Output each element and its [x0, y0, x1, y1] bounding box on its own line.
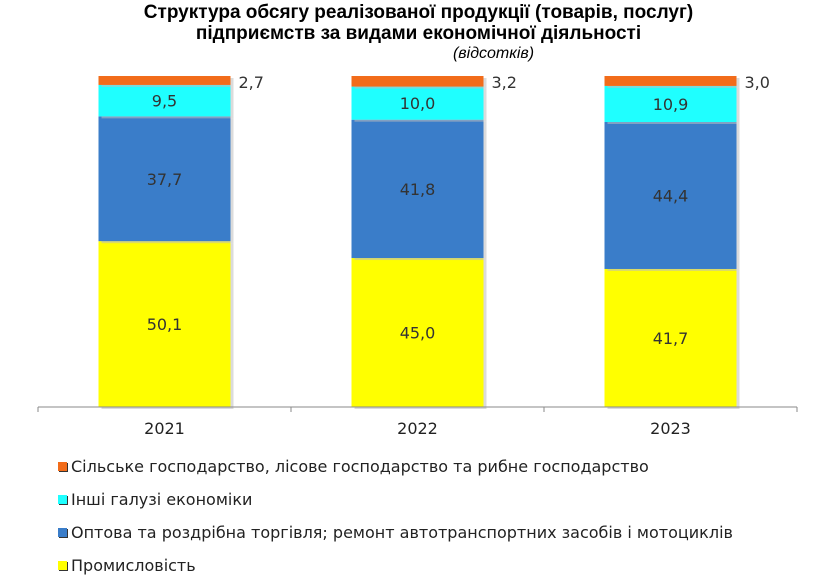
bar-segment-2023-1	[604, 122, 737, 269]
data-label-2021-0: 50,1	[147, 315, 183, 334]
x-tick-label-2023: 2023	[650, 419, 691, 438]
bar-segment-2021-3	[98, 76, 231, 85]
data-label-2021-3: 2,7	[239, 73, 264, 92]
bar-segment-2022-2	[351, 86, 484, 120]
data-label-2023-3: 3,0	[745, 73, 770, 92]
legend-item: Промисловість	[58, 549, 733, 582]
chart-title-line-1: Структура обсягу реалізованої продукції …	[143, 2, 694, 23]
legend-label: Оптова та роздрібна торгівля; ремонт авт…	[71, 523, 733, 542]
bar-segment-2022-0	[351, 258, 484, 407]
legend-label: Інші галузі економіки	[71, 490, 253, 509]
bar-segment-2023-2	[604, 85, 737, 123]
x-tick-label-2022: 2022	[397, 419, 438, 438]
legend-label: Промисловість	[71, 556, 196, 575]
bar-segment-2021-1	[98, 116, 231, 242]
data-label-2021-1: 37,7	[147, 170, 183, 189]
data-label-2023-2: 10,9	[653, 95, 689, 114]
data-label-2021-2: 9,5	[152, 92, 177, 111]
bar-segment-2022-3	[351, 76, 484, 87]
bar-segment-2023-3	[604, 76, 737, 86]
data-label-2022-2: 10,0	[400, 94, 436, 113]
legend-swatch	[58, 495, 67, 504]
legend-item: Інші галузі економіки	[58, 483, 733, 516]
legend-item: Оптова та роздрібна торгівля; ремонт авт…	[58, 516, 733, 549]
data-label-2023-1: 44,4	[653, 186, 689, 205]
legend-label: Сільське господарство, лісове господарст…	[71, 457, 649, 476]
bar-segment-2023-0	[604, 268, 737, 407]
data-label-2022-0: 45,0	[400, 324, 436, 343]
data-label-2022-1: 41,8	[400, 180, 436, 199]
chart-title-line-2: підприємств за видами економічної діяльн…	[195, 23, 642, 44]
x-tick-label-2021: 2021	[144, 419, 185, 438]
legend-swatch	[58, 528, 67, 537]
legend-item: Сільське господарство, лісове господарст…	[58, 450, 733, 483]
data-label-2022-3: 3,2	[492, 73, 517, 92]
data-label-2023-0: 41,7	[653, 329, 689, 348]
chart-subtitle: (відсотків)	[452, 45, 535, 62]
bar-segment-2022-1	[351, 119, 484, 259]
bar-segment-2021-0	[98, 241, 231, 407]
chart-title-block: Структура обсягу реалізованої продукції …	[0, 2, 837, 64]
legend-swatch	[58, 462, 67, 471]
bar-segment-2021-2	[98, 84, 231, 117]
legend-swatch	[58, 561, 67, 570]
chart-legend: Сільське господарство, лісове господарст…	[58, 450, 733, 582]
